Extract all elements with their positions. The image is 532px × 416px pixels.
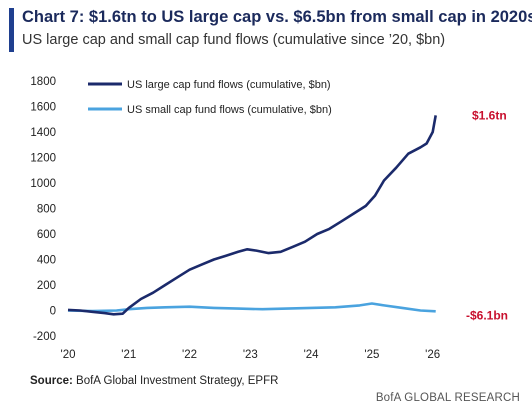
y-tick-label: 1200 — [30, 153, 56, 165]
x-tick-label: '22 — [182, 349, 197, 361]
chart-subtitle: US large cap and small cap fund flows (c… — [22, 32, 446, 48]
small-cap-end-label: -$6.1bn — [466, 308, 508, 322]
x-tick-label: '26 — [425, 349, 440, 361]
y-tick-label: -200 — [33, 331, 56, 343]
x-tick-label: '23 — [243, 349, 258, 361]
source-text: BofA Global Investment Strategy, EPFR — [72, 375, 279, 387]
legend-label: US large cap fund flows (cumulative, $bn… — [127, 79, 331, 91]
y-tick-label: 1400 — [30, 127, 56, 139]
brand-label: BofA GLOBAL RESEARCH — [375, 392, 520, 404]
chart-title: Chart 7: $1.6tn to US large cap vs. $6.5… — [22, 8, 532, 26]
chart-end-labels: $1.6tn -$6.1bn — [466, 108, 508, 322]
y-tick-label: 1600 — [30, 102, 56, 114]
y-tick-label: 0 — [50, 306, 56, 318]
x-tick-label: '21 — [121, 349, 136, 361]
y-tick-label: 400 — [37, 255, 56, 267]
y-tick-label: 1800 — [30, 76, 56, 88]
y-tick-label: 600 — [37, 229, 56, 241]
source-note: Source: BofA Global Investment Strategy,… — [30, 375, 278, 387]
title-accent-bar — [9, 8, 14, 52]
y-tick-label: 1000 — [30, 178, 56, 190]
y-tick-label: 800 — [37, 204, 56, 216]
series-line — [67, 302, 436, 313]
y-tick-label: 200 — [37, 280, 56, 292]
chart-lines — [67, 115, 437, 316]
legend-label: US small cap fund flows (cumulative, $bn… — [127, 104, 332, 116]
x-tick-label: '20 — [61, 349, 76, 361]
large-cap-end-label: $1.6tn — [472, 108, 507, 122]
chart-legend: US large cap fund flows (cumulative, $bn… — [88, 79, 332, 116]
line-chart: -200 0 200 400 600 800 1000 1200 1400 1600 1800 '20… — [30, 76, 508, 361]
source-label: Source: — [30, 375, 73, 387]
x-tick-label: '25 — [364, 349, 379, 361]
series-line — [67, 115, 437, 316]
x-tick-label: '24 — [304, 349, 320, 361]
chart-axes: -200 0 200 400 600 800 1000 1200 1400 1600 1800 '20… — [30, 76, 440, 361]
